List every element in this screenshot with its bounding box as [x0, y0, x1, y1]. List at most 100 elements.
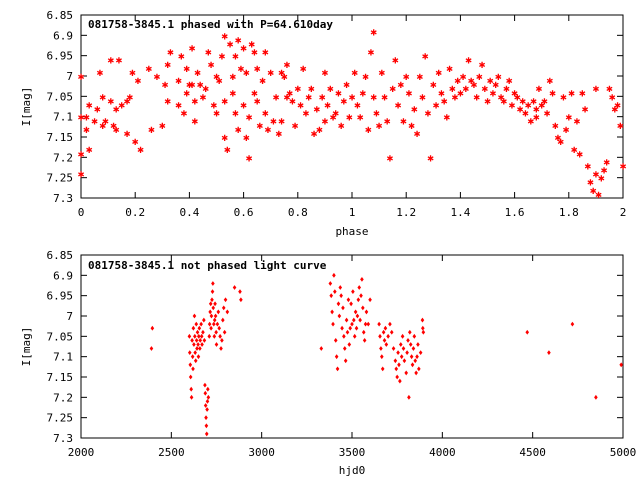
- data-point: ✱: [495, 70, 502, 83]
- data-point: [347, 342, 352, 347]
- data-point: [393, 358, 398, 364]
- data-point: ✱: [481, 82, 488, 95]
- y-tick-label: 7.2: [53, 391, 73, 404]
- x-tick-label: 3500: [339, 446, 366, 459]
- data-point: ✱: [373, 107, 380, 120]
- data-point: ✱: [335, 86, 342, 99]
- data-point: ✱: [378, 66, 385, 79]
- y-tick-label: 6.95: [47, 290, 74, 303]
- data-point: ✱: [471, 78, 478, 91]
- data-point: [216, 309, 221, 315]
- data-point: ✱: [292, 119, 299, 132]
- data-point: ✱: [213, 107, 220, 120]
- data-point: ✱: [370, 25, 377, 38]
- data-point: ✱: [83, 111, 90, 124]
- data-point: [355, 313, 360, 319]
- data-point: ✱: [219, 50, 226, 63]
- data-point: [360, 277, 364, 282]
- data-point: [399, 354, 404, 360]
- data-point: ✱: [221, 94, 228, 107]
- data-point: ✱: [232, 50, 239, 63]
- y-tick-label: 7.15: [47, 371, 74, 384]
- data-point: [208, 309, 212, 315]
- data-point: [364, 309, 369, 315]
- data-point: [412, 333, 417, 339]
- data-point: [239, 297, 243, 303]
- data-point: ✱: [316, 123, 323, 136]
- data-point: ✱: [281, 70, 288, 83]
- data-point: [232, 285, 237, 290]
- data-point: [203, 403, 208, 408]
- y-tick-label: 6.9: [53, 29, 73, 42]
- data-point: [194, 321, 199, 327]
- data-points: ✱✱✱✱✱✱✱✱✱✱✱✱✱✱✱✱✱✱✱✱✱✱✱✱✱✱✱✱✱✱✱✱✱✱✱✱✱✱✱✱…: [78, 25, 627, 201]
- data-point: [214, 329, 218, 335]
- data-point: [333, 338, 338, 343]
- data-point: [362, 338, 367, 343]
- data-point: ✱: [262, 107, 269, 120]
- data-point: ✱: [563, 123, 570, 136]
- data-point: [384, 342, 389, 347]
- data-point: [381, 329, 386, 335]
- data-point: ✱: [517, 103, 524, 116]
- data-point: ✱: [246, 111, 253, 124]
- data-point: ✱: [202, 82, 209, 95]
- data-point: ✱: [444, 111, 451, 124]
- y-tick-label: 7.15: [47, 131, 74, 144]
- data-points: [149, 272, 623, 437]
- data-point: ✱: [538, 98, 545, 111]
- data-point: ✱: [303, 107, 310, 120]
- data-point: ✱: [286, 86, 293, 99]
- data-point: ✱: [582, 103, 589, 116]
- y-tick-label: 7: [66, 70, 73, 83]
- data-point: ✱: [313, 103, 320, 116]
- data-point: ✱: [159, 119, 166, 132]
- data-point: ✱: [91, 115, 98, 128]
- data-point: [416, 342, 420, 347]
- data-point: ✱: [189, 42, 196, 55]
- x-tick-label: 1.2: [396, 206, 416, 219]
- data-point: ✱: [601, 164, 608, 177]
- data-point: ✱: [476, 70, 483, 83]
- data-point: ✱: [473, 90, 480, 103]
- data-point: [396, 350, 400, 355]
- data-point: ✱: [124, 127, 131, 140]
- data-point: ✱: [192, 94, 199, 107]
- data-point: [383, 325, 388, 331]
- data-point: ✱: [419, 90, 426, 103]
- data-point: [547, 350, 551, 355]
- data-point: ✱: [506, 74, 513, 87]
- data-point: ✱: [243, 131, 250, 144]
- data-point: ✱: [164, 58, 171, 71]
- data-point: ✱: [403, 70, 410, 83]
- data-point: ✱: [536, 82, 543, 95]
- data-point: [401, 346, 406, 351]
- data-point: [211, 305, 216, 311]
- data-point: [386, 333, 390, 339]
- data-point: [202, 317, 206, 323]
- chart-title: 081758-3845.1 phased with P=64.610day: [88, 18, 333, 31]
- data-point: ✱: [78, 168, 85, 181]
- data-point: ✱: [278, 66, 285, 79]
- y-axis-label: I[mag]: [20, 327, 33, 367]
- data-point: ✱: [113, 123, 120, 136]
- data-point: ✱: [192, 115, 199, 128]
- data-point: [200, 342, 204, 347]
- data-point: [188, 362, 193, 368]
- data-point: ✱: [406, 86, 413, 99]
- data-point: [348, 325, 352, 331]
- data-point: [221, 317, 225, 323]
- x-tick-label: 4000: [429, 446, 456, 459]
- data-point: [382, 338, 387, 343]
- data-point: [406, 338, 410, 343]
- data-point: [192, 313, 197, 319]
- data-point: ✱: [186, 78, 193, 91]
- data-point: ✱: [484, 94, 491, 107]
- data-point: [335, 366, 340, 372]
- data-point: [380, 354, 384, 360]
- data-point: ✱: [135, 74, 142, 87]
- data-point: ✱: [452, 90, 459, 103]
- data-point: [195, 329, 200, 335]
- data-point: ✱: [235, 33, 242, 46]
- data-point: ✱: [251, 86, 258, 99]
